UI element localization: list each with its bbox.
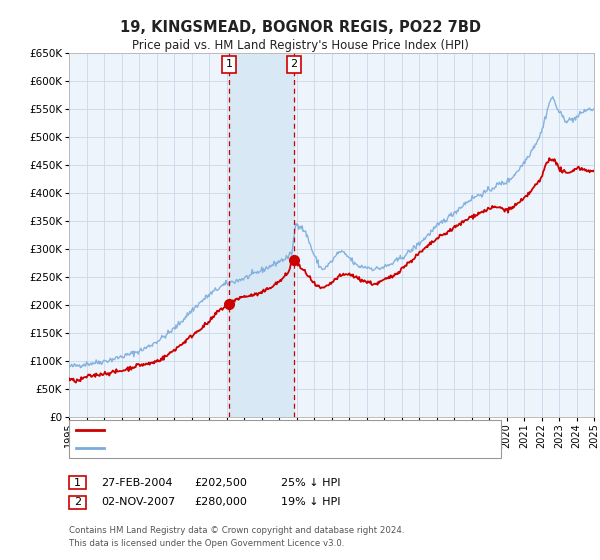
Text: £280,000: £280,000 [194,497,247,507]
Text: Contains HM Land Registry data © Crown copyright and database right 2024.: Contains HM Land Registry data © Crown c… [69,526,404,535]
Bar [229,53,293,417]
Text: 25% ↓ HPI: 25% ↓ HPI [281,478,340,488]
Text: This data is licensed under the Open Government Licence v3.0.: This data is licensed under the Open Gov… [69,539,344,548]
Text: 27-FEB-2004: 27-FEB-2004 [101,478,172,488]
Text: 19% ↓ HPI: 19% ↓ HPI [281,497,340,507]
Text: 1: 1 [74,478,81,488]
Text: 19, KINGSMEAD, BOGNOR REGIS, PO22 7BD: 19, KINGSMEAD, BOGNOR REGIS, PO22 7BD [119,20,481,35]
Text: 1: 1 [226,59,233,69]
Text: 02-NOV-2007: 02-NOV-2007 [101,497,175,507]
Text: 2: 2 [74,497,81,507]
Text: 2: 2 [290,59,297,69]
Text: £202,500: £202,500 [194,478,247,488]
Text: Price paid vs. HM Land Registry's House Price Index (HPI): Price paid vs. HM Land Registry's House … [131,39,469,52]
Text: HPI: Average price, detached house, Arun: HPI: Average price, detached house, Arun [111,443,329,453]
Text: 19, KINGSMEAD, BOGNOR REGIS, PO22 7BD (detached house): 19, KINGSMEAD, BOGNOR REGIS, PO22 7BD (d… [111,425,436,435]
